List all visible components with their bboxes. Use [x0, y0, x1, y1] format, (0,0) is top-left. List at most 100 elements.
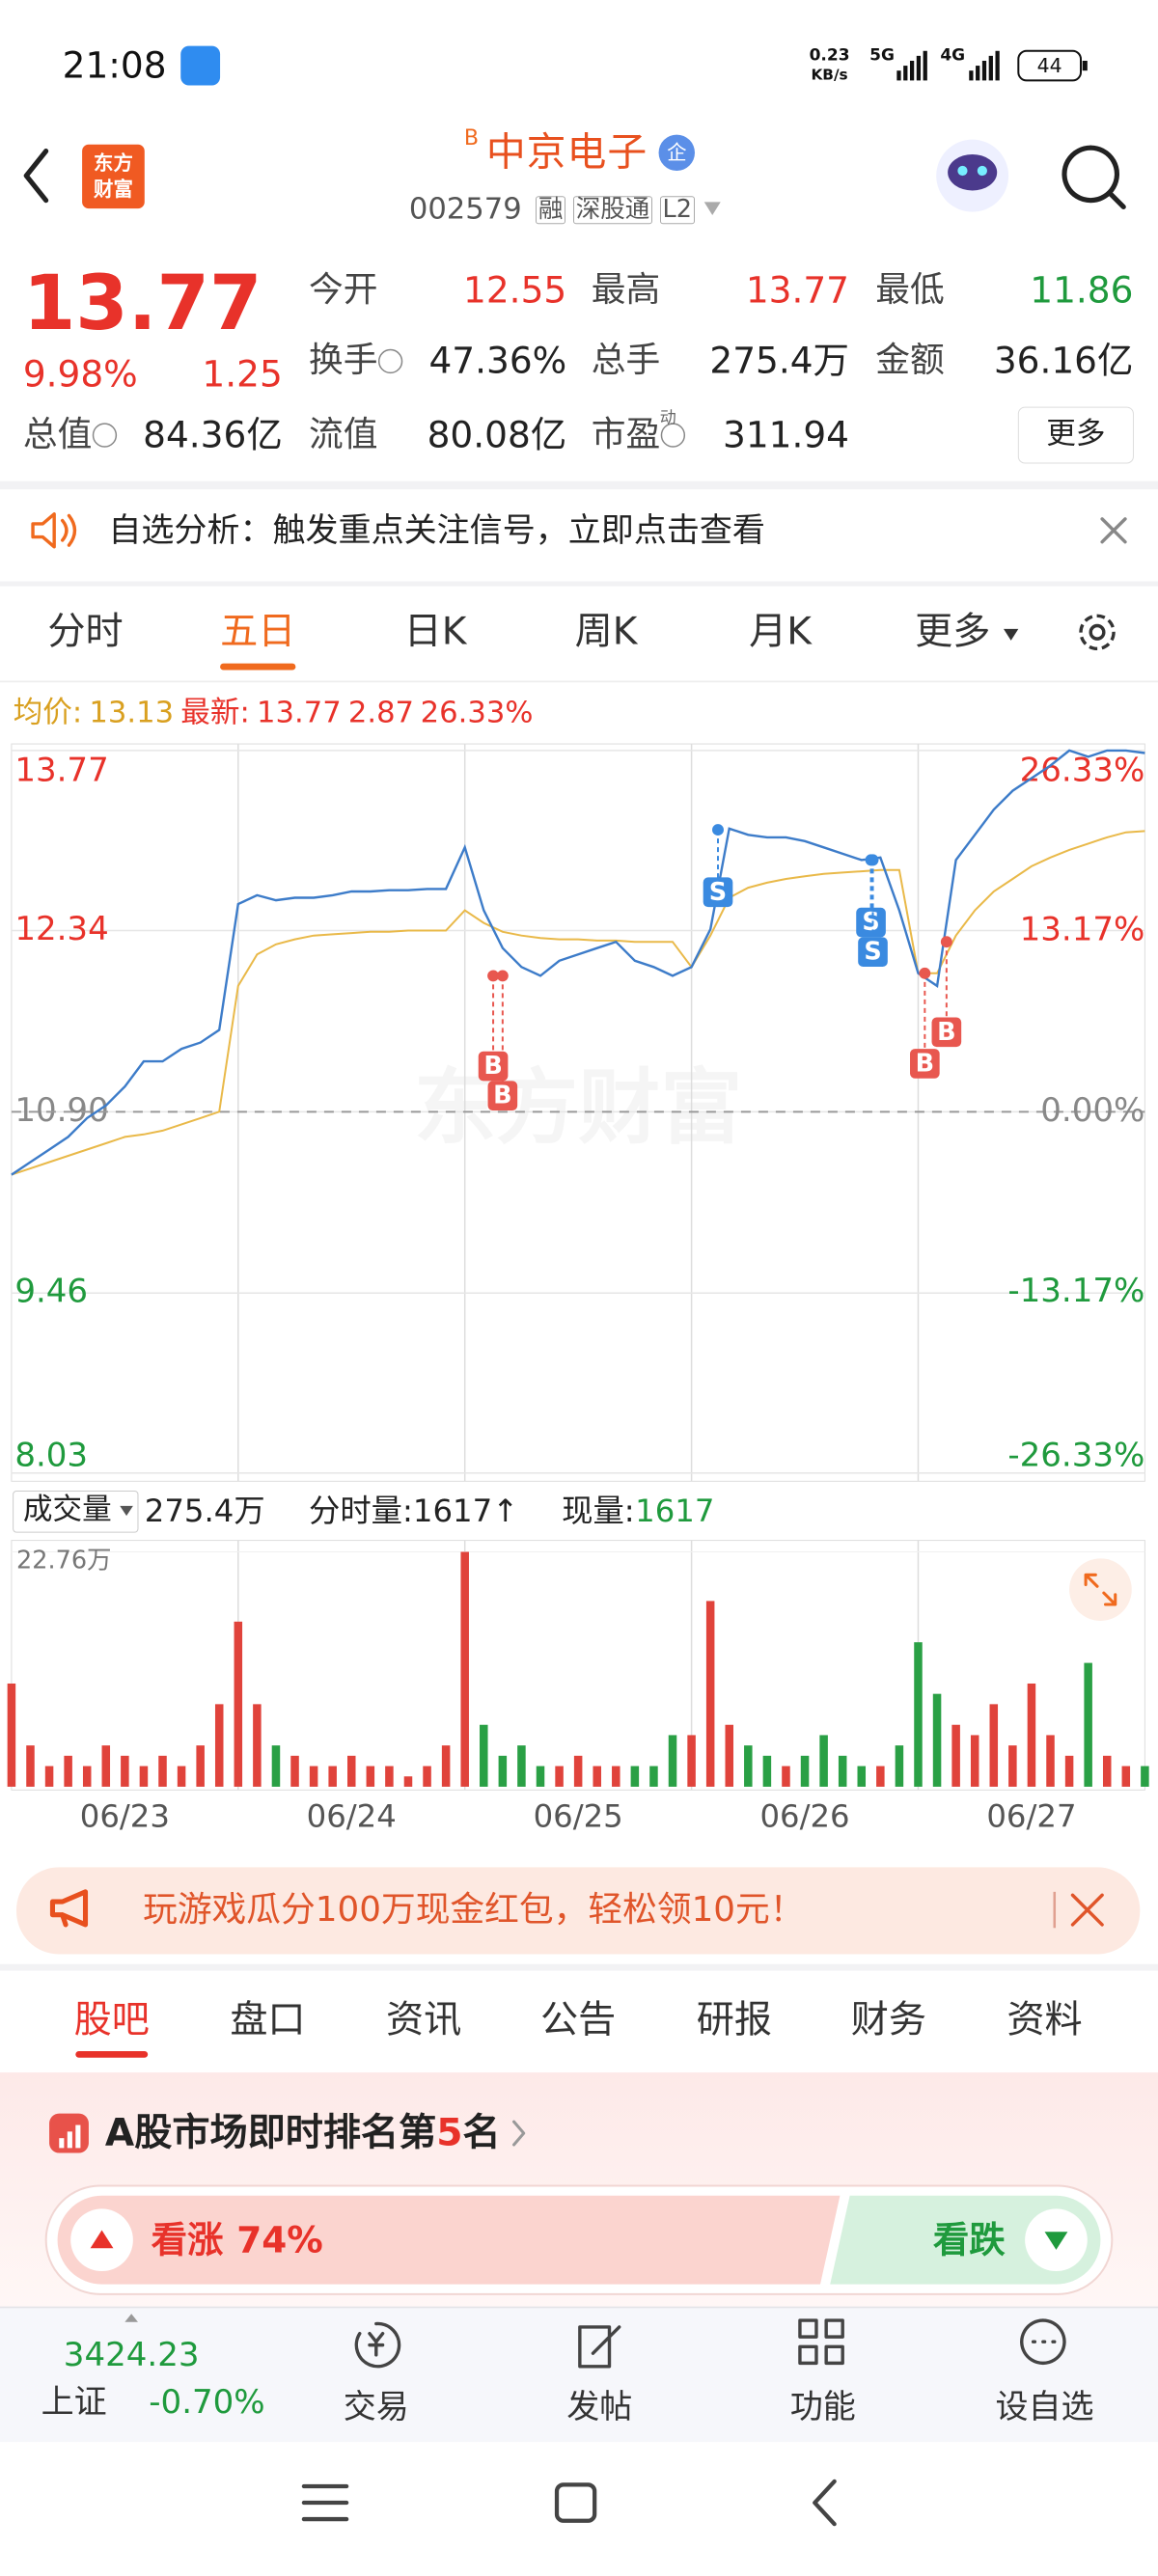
volume-bar: [970, 1735, 979, 1787]
chart-tab[interactable]: 更多: [915, 610, 991, 654]
content-tab[interactable]: 研报: [696, 1998, 772, 2042]
nav-item[interactable]: 交易: [343, 2388, 409, 2427]
ranking-icon-bar: [75, 2124, 81, 2149]
tab-dropdown: [1004, 628, 1019, 641]
last-price: 13.77: [22, 259, 262, 347]
trade-marker-badge: [478, 1051, 509, 1082]
index-change: -0.70%: [149, 2383, 265, 2423]
stat-value: 275.4万: [709, 339, 849, 382]
volume-bar: [271, 1745, 281, 1787]
average-line: [11, 830, 1145, 1176]
nav-item[interactable]: 发帖: [566, 2388, 633, 2427]
stock-tag: 深股通: [572, 196, 653, 225]
chart-tab[interactable]: 五日: [220, 610, 296, 654]
nav-item[interactable]: 设自选: [995, 2388, 1094, 2427]
content-tab-indicator: [75, 2050, 149, 2058]
x-tick-label: 06/24: [307, 1797, 397, 1834]
stat-label: 换手: [309, 341, 378, 381]
volume-bar: [649, 1766, 658, 1787]
signal-bar: [896, 70, 901, 81]
battery: [1017, 49, 1082, 82]
signal-bar: [988, 55, 993, 81]
notice-text[interactable]: 自选分析：触发重点关注信号，立即点击查看: [108, 510, 765, 550]
ad-text[interactable]: 玩游戏瓜分100万现金红包，轻松领10元！: [143, 1889, 805, 1930]
settings-button[interactable]: [1079, 614, 1116, 651]
bull-arrow: [90, 2230, 114, 2249]
search-button: [1062, 145, 1126, 210]
stat-value: 311.94: [723, 413, 849, 456]
volume-bar: [932, 1693, 942, 1787]
change-percent: 9.98%: [22, 352, 138, 396]
net-unit: KB/s: [811, 66, 848, 84]
bull-label[interactable]: 看涨: [151, 2217, 224, 2261]
ranking-text: A股市场即时排名第: [104, 2111, 437, 2155]
volume-bar: [385, 1766, 394, 1787]
x-tick-label: 06/23: [80, 1797, 170, 1834]
signal-bar: [916, 55, 922, 81]
chart-tab[interactable]: 分时: [47, 610, 124, 654]
volume-dropdown: [120, 1505, 133, 1517]
ranking-text: 名: [462, 2111, 501, 2155]
volume-bar: [253, 1704, 262, 1787]
chart-tab[interactable]: 周K: [574, 610, 638, 654]
index-value[interactable]: 3424.23: [63, 2335, 200, 2374]
volume-bar: [290, 1755, 299, 1787]
system-home[interactable]: [554, 2482, 597, 2523]
stat-label: 市盈: [591, 415, 661, 455]
change-amount: 1.25: [202, 352, 283, 396]
app-icon: [180, 45, 221, 86]
volume-bar: [328, 1766, 337, 1787]
active-tab-indicator: [220, 663, 296, 671]
content-tab[interactable]: 财务: [850, 1998, 926, 2042]
stat-value: 80.08亿: [427, 413, 567, 456]
tab-divider: [0, 581, 1158, 587]
volume-bar: [460, 1551, 469, 1787]
volume-bar: [705, 1601, 715, 1787]
chart-tab[interactable]: 日K: [403, 610, 467, 654]
volume-bar: [668, 1735, 677, 1787]
bull-percent: 74%: [236, 2217, 323, 2261]
trade-marker-point: [940, 936, 952, 948]
bull-share[interactable]: [57, 2195, 841, 2285]
ranking-chevron: [512, 2120, 526, 2147]
volume-bar: [517, 1745, 526, 1787]
stat-value: 84.36亿: [143, 413, 283, 456]
content-tab[interactable]: 公告: [540, 1998, 617, 2042]
ad-banner[interactable]: [16, 1867, 1141, 1955]
y2-tick-label: -13.17%: [1007, 1272, 1144, 1310]
volume-bar: [857, 1766, 867, 1787]
volume-bar: [1008, 1745, 1017, 1787]
volume-bar: [951, 1724, 960, 1787]
volume-bar: [536, 1766, 545, 1787]
back-button: [23, 149, 49, 204]
content-tab[interactable]: 盘口: [230, 1998, 306, 2042]
bear-label[interactable]: 看跌: [932, 2217, 1006, 2261]
volume-bar: [573, 1755, 583, 1787]
content-tab[interactable]: 股吧: [73, 1998, 150, 2042]
more-button-text[interactable]: 更多: [1046, 417, 1106, 452]
volume-bar: [177, 1766, 186, 1787]
trade-marker-label: B: [916, 1049, 934, 1078]
content-tab[interactable]: 资讯: [386, 1998, 462, 2042]
price-line: [11, 749, 1145, 1176]
volume-bar: [1046, 1735, 1055, 1787]
y-tick-label: 8.03: [14, 1436, 88, 1474]
chart-tab[interactable]: 月K: [749, 610, 812, 654]
trade-marker-label: S: [862, 908, 879, 937]
trade-marker-point: [867, 854, 879, 866]
volume-current: 1617: [635, 1492, 715, 1529]
x-tick-label: 06/25: [534, 1797, 623, 1834]
volume-legend-box: [13, 1491, 139, 1533]
volume-bar: [630, 1766, 640, 1787]
more-button[interactable]: [1017, 406, 1134, 464]
megaphone-icon: [49, 1889, 89, 1928]
content-tab[interactable]: 资料: [1006, 1998, 1083, 2042]
ranking-icon-bar: [67, 2131, 72, 2149]
expand-button[interactable]: [1069, 1558, 1132, 1621]
volume-period: 分时量:1617↑: [309, 1492, 519, 1529]
legend-latest-label: 最新:: [180, 697, 250, 731]
nav-item[interactable]: 功能: [789, 2388, 856, 2427]
bear-share[interactable]: [830, 2195, 1101, 2285]
ranking-title[interactable]: A股市场即时排名第5名: [105, 2114, 501, 2151]
title-badge: B: [463, 124, 480, 151]
